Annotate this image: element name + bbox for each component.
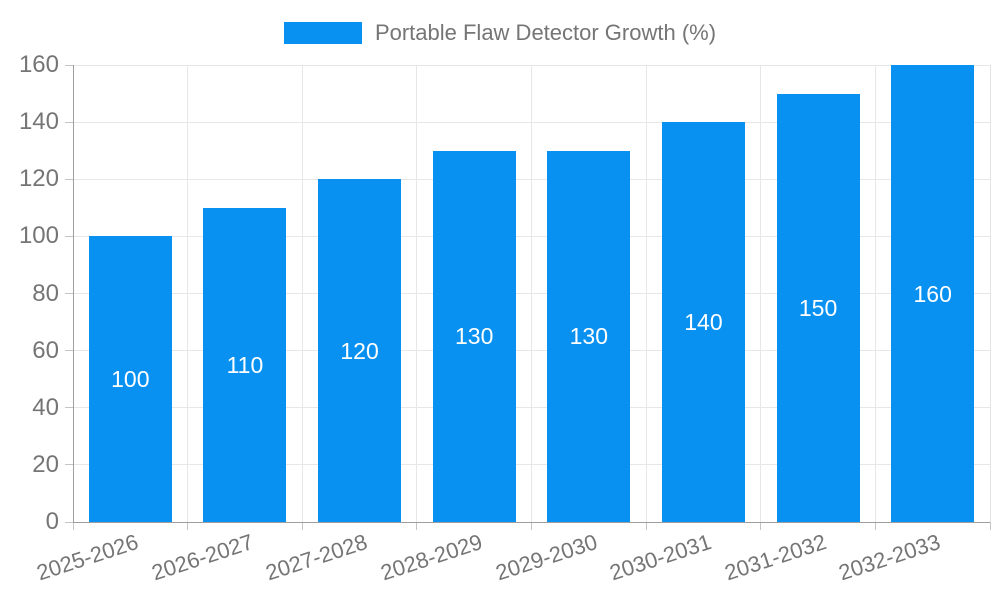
x-axis-tick (645, 522, 647, 530)
y-tick-label: 140 (18, 108, 59, 136)
plot-border-right (989, 65, 991, 522)
y-axis-tick (65, 521, 73, 523)
gridline-vertical (760, 65, 762, 522)
bar (318, 179, 402, 522)
x-tick-label: 2025-2026 (33, 529, 142, 586)
bar-value-label: 140 (684, 309, 723, 336)
y-axis-line (72, 65, 74, 522)
y-axis-tick (65, 178, 73, 180)
y-axis-tick (65, 121, 73, 123)
y-tick-label: 40 (32, 393, 59, 421)
bar (432, 150, 516, 522)
x-axis-tick (989, 522, 991, 530)
x-axis-tick (531, 522, 532, 530)
gridline-vertical (645, 65, 647, 522)
y-tick-label: 20 (32, 450, 59, 478)
y-tick-label: 160 (18, 51, 59, 78)
x-axis-tick (187, 522, 189, 530)
x-tick-label: 2030-2031 (606, 529, 715, 586)
bar-value-label: 100 (111, 366, 150, 393)
bar (547, 150, 631, 522)
bar-value-label: 130 (455, 323, 494, 350)
bar-value-label: 130 (569, 323, 608, 350)
x-axis-tick (416, 522, 418, 530)
x-axis-tick (301, 522, 303, 530)
x-tick-label: 2026-2027 (148, 529, 257, 586)
gridline-vertical (531, 65, 532, 522)
bar-value-label: 160 (913, 280, 952, 307)
x-axis-tick (72, 522, 74, 530)
bar-value-label: 150 (798, 294, 838, 321)
x-axis-tick (760, 522, 762, 530)
legend-label: Portable Flaw Detector Growth (%) (374, 20, 717, 45)
x-tick-label: 2031-2032 (721, 529, 830, 586)
x-tick-label: 2028-2029 (377, 529, 486, 586)
y-tick-label: 80 (32, 279, 59, 307)
bar (776, 93, 860, 522)
gridline-vertical (187, 65, 189, 522)
x-axis-line (73, 521, 990, 523)
bar (891, 65, 975, 522)
legend: Portable Flaw Detector Growth (%) (0, 20, 1000, 46)
y-axis-tick (65, 407, 73, 409)
gridline-vertical (301, 65, 303, 522)
y-axis-tick (65, 293, 73, 294)
legend-swatch (283, 22, 362, 44)
y-axis-tick (65, 350, 73, 352)
y-axis-tick (65, 64, 73, 66)
y-tick-label: 0 (45, 508, 59, 535)
bar (661, 122, 745, 522)
y-tick-label: 60 (32, 336, 59, 364)
bar-value-label: 120 (340, 337, 379, 364)
x-tick-label: 2029-2030 (492, 529, 600, 586)
y-tick-label: 100 (18, 222, 59, 250)
x-axis-tick (874, 522, 876, 530)
gridline-vertical (874, 65, 876, 522)
y-axis-tick (65, 464, 73, 466)
y-tick-label: 120 (18, 165, 59, 193)
bar (203, 207, 287, 522)
x-tick-label: 2027-2028 (262, 529, 371, 586)
x-tick-label: 2032-2033 (836, 529, 944, 586)
gridline-vertical (416, 65, 418, 522)
bar-value-label: 110 (226, 351, 264, 378)
y-axis-tick (65, 235, 73, 237)
bar (88, 236, 172, 522)
